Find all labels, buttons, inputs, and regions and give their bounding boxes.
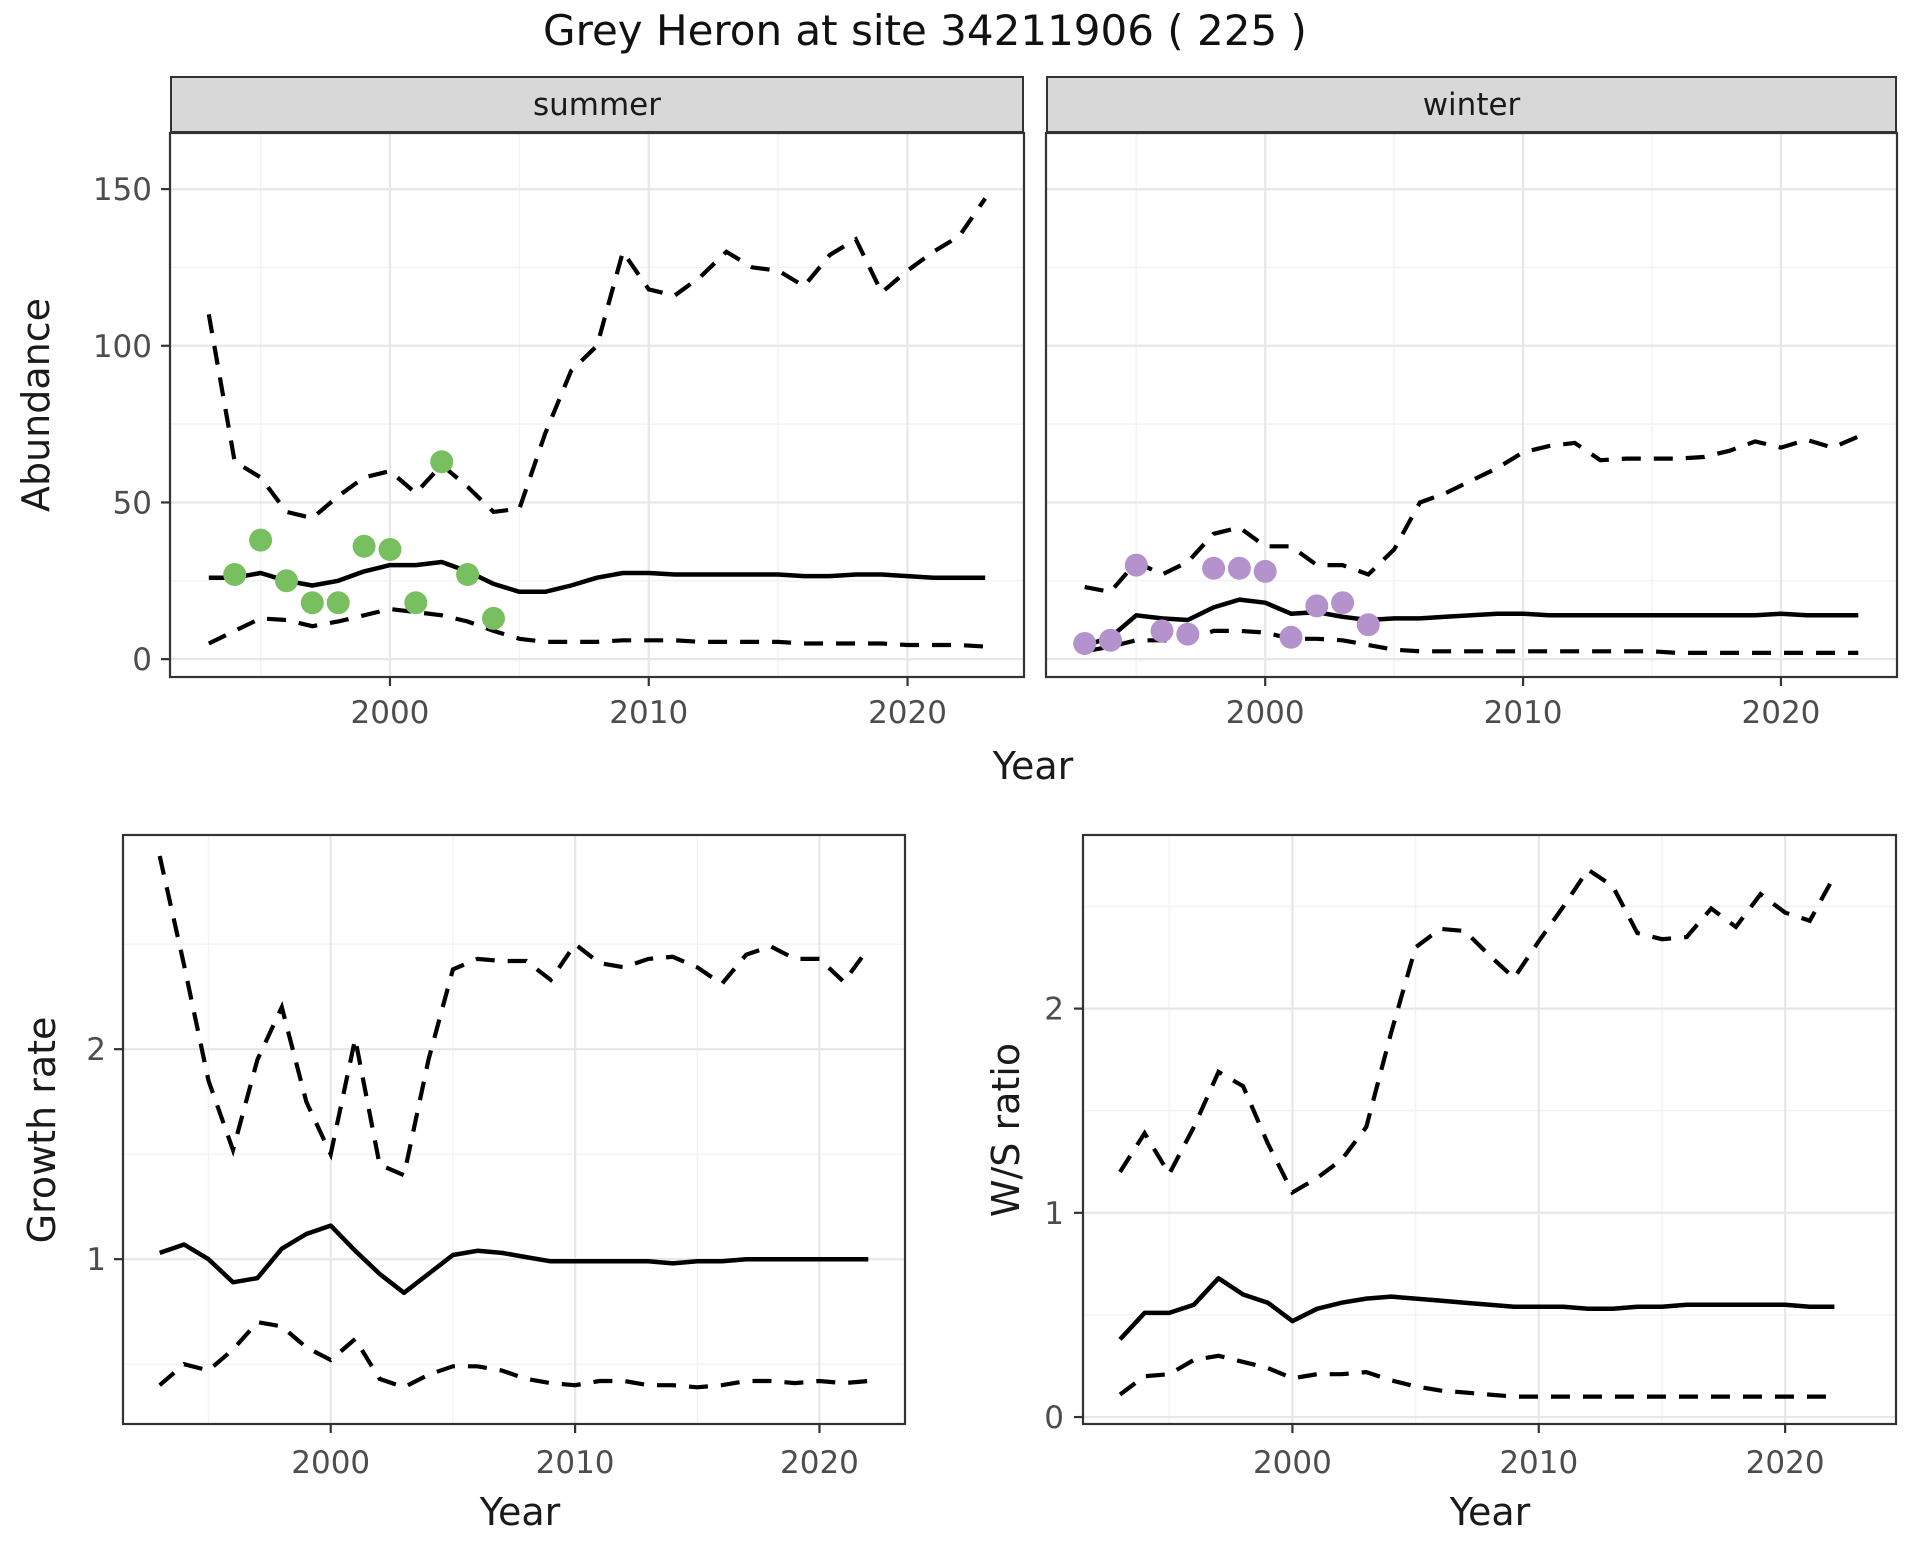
observed-point xyxy=(430,450,454,474)
observed-point xyxy=(1331,591,1355,615)
observed-point xyxy=(275,569,298,593)
observed-point xyxy=(1227,556,1251,580)
facet-strip-winter-label: winter xyxy=(1422,86,1521,123)
observed-point xyxy=(1279,625,1303,649)
observed-point xyxy=(456,563,480,586)
observed-point xyxy=(249,528,273,552)
y-axis-title-growth-rate: Growth rate xyxy=(20,1016,64,1244)
facet-strip-summer: summer xyxy=(170,76,1024,133)
median-line xyxy=(208,559,986,595)
observed-point xyxy=(1253,559,1277,583)
x-tick-label: 2010 xyxy=(536,1445,615,1481)
panel-border xyxy=(168,131,1026,679)
ci-line-lower_ci xyxy=(1084,628,1859,655)
observed-point xyxy=(404,591,428,615)
x-tick-label: 2020 xyxy=(1746,1445,1825,1481)
ci-line-upper_ci xyxy=(157,855,870,1179)
y-axis-title-ws-ratio: W/S ratio xyxy=(984,1042,1028,1218)
observed-point xyxy=(1176,622,1200,646)
panel-abundance-winter: 2000 2010 2020 xyxy=(1044,131,1899,731)
observed-point xyxy=(223,563,247,586)
plot-title: Grey Heron at site 34211906 ( 225 ) xyxy=(543,6,1307,55)
y-tick-label: 1 xyxy=(86,1242,106,1278)
y-tick-label: 1 xyxy=(1044,1196,1064,1232)
observed-point xyxy=(1356,613,1380,637)
median-line xyxy=(1083,597,1859,648)
median-line xyxy=(1118,1275,1835,1341)
x-tick-label: 2000 xyxy=(351,695,430,731)
ci-line-upper_ci xyxy=(206,197,987,521)
panel-ws-ratio: 2000 2010 2020 0 1 2 xyxy=(1044,833,1898,1481)
ci-line-lower_ci xyxy=(207,606,986,649)
observed-point xyxy=(1305,594,1329,618)
observed-point xyxy=(352,534,376,558)
observed-point xyxy=(378,538,402,561)
observed-point xyxy=(1150,619,1174,643)
y-tick-label: 50 xyxy=(113,485,152,521)
panel-border xyxy=(1081,833,1898,1426)
y-tick-label: 150 xyxy=(93,172,152,208)
y-tick-label: 2 xyxy=(86,1032,106,1068)
panel-border xyxy=(1044,131,1899,679)
y-tick-label: 0 xyxy=(1044,1400,1064,1436)
observed-point xyxy=(482,606,505,630)
x-tick-label: 2010 xyxy=(1499,1445,1578,1481)
x-tick-label: 2020 xyxy=(1742,695,1821,731)
observed-point xyxy=(326,591,350,615)
x-tick-label: 2000 xyxy=(1226,695,1305,731)
x-tick-label: 2010 xyxy=(609,695,688,731)
observed-point xyxy=(1073,632,1097,655)
facet-strip-summer-label: summer xyxy=(532,86,661,123)
panel-abundance-summer: 2000 2010 2020 0 50 100 150 xyxy=(93,131,1026,731)
x-tick-label: 2000 xyxy=(1253,1445,1332,1481)
panel-background xyxy=(123,835,905,1424)
ci-line-lower_ci xyxy=(1118,1353,1835,1399)
panel-growth-rate: 2000 2010 2020 1 2 xyxy=(86,833,907,1481)
x-tick-label: 2020 xyxy=(780,1445,859,1481)
x-tick-label: 2000 xyxy=(291,1445,370,1481)
observed-point xyxy=(1099,628,1122,652)
observed-point xyxy=(1124,553,1148,577)
x-axis-title-top: Year xyxy=(992,744,1074,788)
y-tick-label: 100 xyxy=(93,329,152,365)
y-tick-label: 0 xyxy=(132,642,152,678)
panel-border xyxy=(121,833,907,1426)
ci-line-upper_ci xyxy=(1084,434,1860,595)
facet-strip-winter: winter xyxy=(1046,76,1897,133)
panel-background xyxy=(1083,835,1896,1424)
x-axis-title-growth-rate: Year xyxy=(479,1490,561,1534)
x-tick-label: 2020 xyxy=(868,695,947,731)
median-line xyxy=(158,1223,869,1296)
x-tick-label: 2010 xyxy=(1484,695,1563,731)
ci-line-lower_ci xyxy=(158,1319,869,1390)
panel-background xyxy=(170,133,1024,677)
observed-point xyxy=(300,591,324,615)
panel-background xyxy=(1046,133,1897,677)
observed-point xyxy=(1202,556,1226,580)
y-axis-title-abundance: Abundance xyxy=(14,297,58,513)
x-axis-title-ws-ratio: Year xyxy=(1449,1490,1531,1534)
y-tick-label: 2 xyxy=(1044,992,1064,1028)
ci-line-upper_ci xyxy=(1118,866,1837,1196)
